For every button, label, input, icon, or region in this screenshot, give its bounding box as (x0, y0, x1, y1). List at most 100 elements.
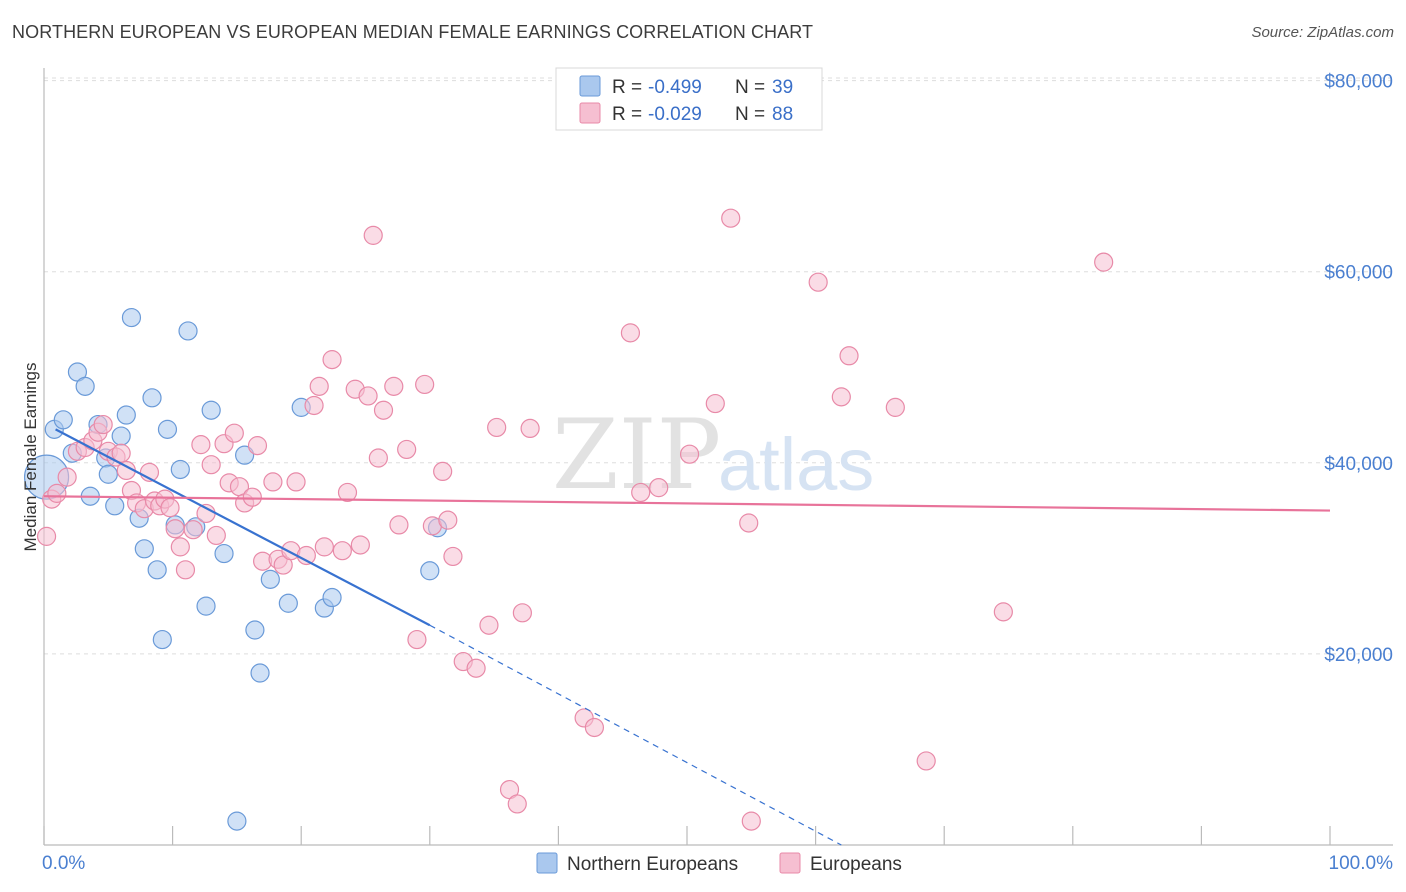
europeans-point (170, 537, 190, 557)
northern-europeans-point (250, 663, 270, 683)
europeans-point (224, 423, 244, 443)
northern-europeans-point (260, 569, 280, 589)
gridlines (44, 77, 1393, 655)
northern-europeans-point (227, 811, 247, 831)
europeans-point (309, 376, 329, 396)
chart-title: NORTHERN EUROPEAN VS EUROPEAN MEDIAN FEM… (12, 22, 814, 42)
europeans-point (885, 397, 905, 417)
europeans-point (263, 472, 283, 492)
europeans-point (206, 525, 226, 546)
northern-europeans-point (420, 561, 440, 581)
europeans-point (337, 482, 358, 503)
northern-europeans-point (235, 445, 255, 465)
legend-swatch-pink (579, 102, 601, 124)
europeans-point (507, 794, 527, 814)
legend-n-value: 39 (772, 77, 793, 98)
europeans-point (520, 418, 540, 439)
chart-source: Source: ZipAtlas.com (1251, 24, 1394, 41)
y-tick-label: $80,000 (1324, 72, 1393, 93)
europeans-point (808, 272, 828, 292)
europeans-point (993, 602, 1013, 622)
northern-europeans-trend-extension (429, 624, 842, 846)
legend-n-label: N = (735, 77, 765, 98)
europeans-point (649, 478, 669, 498)
northern-europeans-point (75, 376, 95, 396)
data-points (23, 208, 1114, 831)
northern-europeans-point (152, 629, 172, 650)
europeans-point (160, 498, 180, 518)
europeans-point (93, 414, 113, 435)
europeans-point (373, 400, 394, 420)
legend-n-label: N = (735, 104, 765, 125)
europeans-point (1094, 252, 1114, 272)
europeans-point (332, 541, 352, 561)
correlation-legend: R = -0.499 N = 39 R = -0.029 N = 88 (555, 67, 823, 131)
series-legend: Northern Europeans Europeans (536, 852, 902, 875)
europeans-point (433, 461, 453, 481)
europeans-point (165, 519, 185, 539)
europeans-point (438, 510, 458, 530)
northern-europeans-point (142, 388, 162, 408)
europeans-point (57, 467, 77, 487)
europeans-point (358, 386, 378, 406)
legend-swatch-blue (579, 75, 601, 97)
legend-r-value: -0.029 (648, 104, 702, 125)
europeans-point (831, 387, 851, 407)
europeans-point (363, 225, 383, 245)
y-tick-label: $40,000 (1324, 454, 1393, 475)
northern-europeans-point (245, 620, 265, 640)
northern-europeans-point (214, 543, 234, 564)
europeans-point (286, 472, 306, 492)
europeans-point (175, 560, 196, 580)
europeans-point (721, 208, 741, 228)
europeans-point (201, 455, 221, 475)
europeans-point (679, 444, 700, 464)
northern-europeans-point (322, 587, 342, 608)
europeans-point (739, 513, 759, 533)
northern-europeans-point (121, 307, 142, 328)
europeans-point (389, 515, 409, 535)
europeans-point (466, 658, 486, 678)
europeans-point (314, 537, 334, 557)
northern-europeans-point (98, 464, 118, 484)
northern-europeans-point (196, 596, 216, 616)
europeans-point (916, 751, 936, 771)
legend-r-label: R = (612, 77, 642, 98)
europeans-point (620, 323, 641, 343)
europeans-point (322, 350, 342, 370)
europeans-point (247, 436, 268, 456)
europeans-point (415, 374, 435, 395)
northern-europeans-point (116, 405, 136, 425)
europeans-point (512, 603, 532, 623)
europeans-point (191, 435, 211, 455)
axes: $20,000 $40,000 $60,000 $80,000 0.0% 100.0% (42, 68, 1393, 874)
x-tick-label: 100.0% (1329, 853, 1394, 874)
legend-r-value: -0.499 (648, 77, 702, 98)
watermark-atlas: atlas (718, 423, 874, 506)
europeans-point (741, 811, 761, 831)
northern-europeans-point (111, 426, 131, 446)
europeans-point (584, 717, 605, 738)
europeans-point (111, 443, 131, 463)
x-tick-label: 0.0% (42, 853, 85, 874)
europeans-point (397, 439, 417, 460)
series-swatch-europeans (779, 852, 801, 874)
northern-europeans-point (134, 539, 154, 559)
legend-r-label: R = (612, 104, 642, 125)
europeans-point (631, 482, 651, 503)
y-axis-label: Median Female Earnings (21, 363, 40, 552)
europeans-point (384, 376, 404, 396)
northern-europeans-point (170, 459, 190, 480)
europeans-point (183, 520, 203, 540)
northern-europeans-point (147, 560, 167, 580)
northern-europeans-point (53, 410, 73, 430)
europeans-trend-line (43, 495, 1331, 512)
northern-europeans-trend-line (55, 428, 431, 627)
europeans-point (839, 346, 859, 366)
europeans-point (242, 487, 262, 507)
series-label-europeans: Europeans (810, 854, 902, 875)
europeans-point (705, 393, 725, 414)
europeans-point (443, 546, 463, 567)
y-tick-label: $20,000 (1324, 645, 1393, 666)
